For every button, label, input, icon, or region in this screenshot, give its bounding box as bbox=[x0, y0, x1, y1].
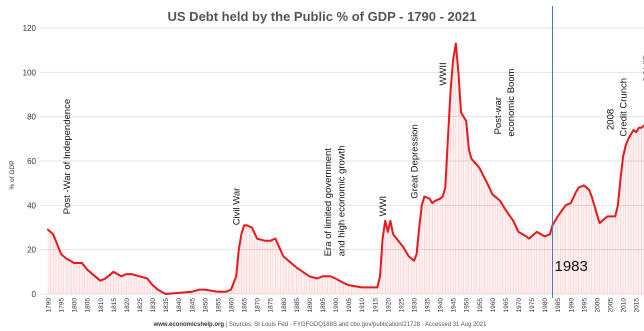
event-annotation: Post -War of Independence bbox=[62, 99, 73, 214]
area-under-line bbox=[48, 43, 644, 294]
x-tick-label: 1795 bbox=[59, 298, 66, 313]
x-tick-label: 1860 bbox=[228, 298, 235, 313]
series-line-layer bbox=[47, 42, 644, 295]
x-tick-label: 1820 bbox=[124, 298, 131, 313]
x-tick-label: 1800 bbox=[72, 298, 79, 313]
x-tick-label: 1955 bbox=[477, 298, 484, 313]
x-tick-label: 1920 bbox=[385, 298, 392, 313]
y-tick-label: 120 bbox=[23, 24, 37, 33]
event-annotation: Great Depression bbox=[410, 124, 421, 198]
x-tick-label: 1905 bbox=[346, 298, 353, 313]
gridlines bbox=[40, 27, 644, 295]
debt-series-line bbox=[47, 42, 644, 295]
event-annotation: and high economic growth bbox=[336, 145, 347, 256]
event-annotations: Post -War of Independence Civil War Era of… bbox=[62, 53, 644, 256]
x-tick-label: 1895 bbox=[320, 298, 327, 313]
x-tick-label: 1870 bbox=[255, 298, 262, 313]
source-text: | Sources: St Louis Fed - FYGFGDQ188S an… bbox=[226, 322, 487, 328]
x-tick-label: 1985 bbox=[555, 298, 562, 313]
y-tick-label: 0 bbox=[32, 290, 37, 299]
marker-1983: 1983 bbox=[552, 6, 588, 298]
x-tick-label: 1965 bbox=[503, 298, 510, 313]
event-annotation: Civil War bbox=[232, 188, 243, 226]
y-tick-label: 60 bbox=[27, 157, 36, 166]
event-annotation: 2008 bbox=[606, 109, 617, 130]
x-tick-label: 1915 bbox=[372, 298, 379, 313]
x-tick-label: 1855 bbox=[215, 298, 222, 313]
x-tick-label: 1950 bbox=[464, 298, 471, 313]
x-tick-label: 1990 bbox=[568, 298, 575, 313]
x-tick-label: 1850 bbox=[202, 298, 209, 313]
chart-title: US Debt held by the Public % of GDP - 17… bbox=[168, 9, 477, 24]
x-tick-label: 1835 bbox=[163, 298, 170, 313]
x-tick-label: 1930 bbox=[411, 298, 418, 313]
y-tick-label: 100 bbox=[23, 68, 37, 77]
x-tick-label: 2010 bbox=[621, 298, 628, 313]
x-tick-label: 1940 bbox=[438, 298, 445, 313]
x-tick-label: 1945 bbox=[451, 298, 458, 313]
x-tick-label: 2005 bbox=[608, 298, 615, 313]
y-tick-label: 40 bbox=[27, 201, 36, 210]
marker-label: 1983 bbox=[555, 258, 588, 275]
source-footer: www.economicshelp.org | Sources: St Loui… bbox=[153, 322, 488, 328]
x-tick-label: 1935 bbox=[425, 298, 432, 313]
x-tick-label: 1830 bbox=[150, 298, 157, 313]
x-tick-label: 1995 bbox=[581, 298, 588, 313]
x-tick-label: 2015 bbox=[634, 298, 641, 313]
x-tick-label: 1910 bbox=[359, 298, 366, 313]
x-tick-label: 1975 bbox=[529, 298, 536, 313]
event-annotation: Post-war bbox=[493, 97, 504, 134]
x-tick-label: 1980 bbox=[542, 298, 549, 313]
area-hatching bbox=[47, 43, 644, 294]
x-tick-label: 1840 bbox=[176, 298, 183, 313]
x-tick-labels: 1790 1795 1800 1805 1810 1815 1820 1825 1830 1835… bbox=[46, 298, 641, 313]
event-annotation: Credit Crunch bbox=[619, 78, 630, 137]
x-tick-label: 1815 bbox=[111, 298, 118, 313]
x-tick-label: 1880 bbox=[281, 298, 288, 313]
x-tick-label: 1875 bbox=[268, 298, 275, 313]
x-tick-label: 1970 bbox=[516, 298, 523, 313]
x-tick-label: 1900 bbox=[333, 298, 340, 313]
x-tick-label: 1925 bbox=[398, 298, 405, 313]
x-tick-label: 1885 bbox=[294, 298, 301, 313]
y-axis-label: % of GDP bbox=[9, 161, 16, 190]
x-tick-label: 1960 bbox=[490, 298, 497, 313]
x-tick-label: 1810 bbox=[98, 298, 105, 313]
x-tick-label: 1865 bbox=[242, 298, 249, 313]
event-annotation: WWII bbox=[438, 62, 449, 85]
source-site: www.economicshelp.org bbox=[153, 322, 225, 328]
y-tick-labels: 0 20 40 60 80 100 120 bbox=[23, 24, 37, 299]
area-fill bbox=[48, 43, 644, 294]
x-tick-label: 1805 bbox=[85, 298, 92, 313]
event-annotation: WWI bbox=[378, 196, 389, 217]
event-annotation: COVID bbox=[642, 53, 644, 83]
x-tick-label: 1845 bbox=[189, 298, 196, 313]
x-tick-label: 1890 bbox=[307, 298, 314, 313]
x-tick-label: 2000 bbox=[594, 298, 601, 313]
event-annotation: Era of limited government bbox=[323, 148, 334, 257]
x-tick-label: 1825 bbox=[137, 298, 144, 313]
y-tick-label: 80 bbox=[27, 113, 36, 122]
y-tick-label: 20 bbox=[27, 246, 36, 255]
x-tick-label: 1790 bbox=[46, 298, 53, 313]
event-annotation: economic Boom bbox=[506, 68, 517, 136]
